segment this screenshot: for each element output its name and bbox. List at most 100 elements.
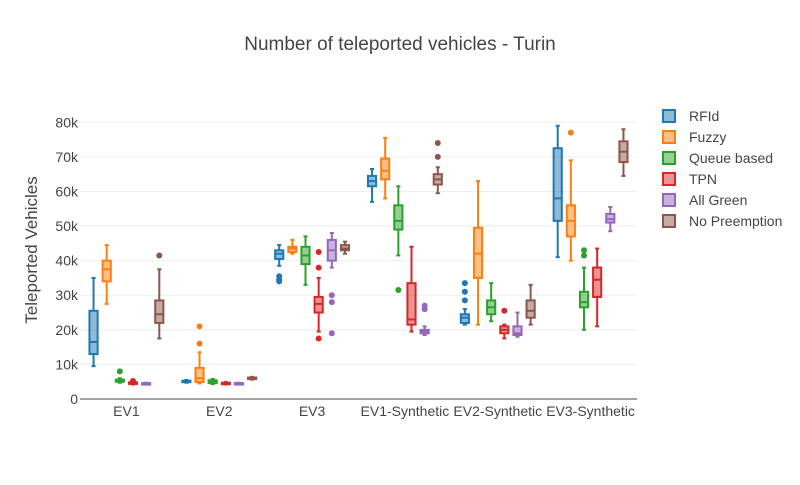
box-queue-based[interactable] — [578, 247, 590, 331]
x-tick-label: EV3 — [299, 403, 326, 419]
legend-item-all-green[interactable]: All Green — [662, 192, 747, 208]
box-queue-based[interactable] — [300, 235, 311, 286]
x-tick-label: EV1 — [113, 403, 140, 419]
legend-item-no-preemption[interactable]: No Preemption — [662, 213, 782, 229]
box-queue-based[interactable] — [393, 185, 404, 294]
legend-swatch — [662, 109, 676, 123]
box-no-preemption[interactable] — [525, 283, 536, 326]
box-fuzzy[interactable] — [380, 136, 391, 200]
box-iqr — [512, 325, 523, 337]
chart-title: Number of teleported vehicles - Turin — [244, 34, 556, 55]
box-all-green[interactable] — [326, 231, 337, 337]
box-fuzzy[interactable] — [194, 323, 205, 385]
legend-swatch — [662, 172, 676, 186]
box-tpn[interactable] — [220, 381, 231, 386]
legend-item-rfid[interactable]: RFId — [662, 108, 719, 124]
y-tick-label: 80k — [55, 114, 79, 130]
legend-swatch — [662, 193, 676, 207]
x-tick-label: EV3-Synthetic — [546, 403, 635, 419]
box-tpn[interactable] — [127, 378, 139, 386]
box-all-green[interactable] — [419, 302, 430, 337]
box-tpn[interactable] — [592, 247, 603, 328]
outlier-point — [116, 368, 123, 375]
y-tick-label: 70k — [55, 149, 79, 165]
box-fuzzy[interactable] — [101, 244, 112, 305]
box-no-preemption[interactable] — [154, 252, 165, 340]
box-rfid[interactable] — [88, 276, 99, 368]
box-no-preemption[interactable] — [247, 375, 258, 381]
box-iqr — [406, 282, 417, 326]
box-queue-based[interactable] — [114, 368, 125, 384]
outlier-point — [129, 378, 136, 385]
legend-label: Queue based — [689, 150, 773, 166]
outlier-point — [328, 299, 335, 306]
legend-item-queue-based[interactable]: Queue based — [662, 150, 773, 166]
legend-label: TPN — [689, 171, 717, 187]
x-tick-label: EV2-Synthetic — [453, 403, 542, 419]
outlier-point — [196, 340, 203, 347]
y-tick-label: 10k — [55, 356, 79, 372]
outlier-point — [461, 297, 468, 304]
box-no-preemption[interactable] — [432, 140, 443, 195]
legend-item-tpn[interactable]: TPN — [662, 171, 717, 187]
outlier-point — [434, 153, 441, 160]
legend-label: No Preemption — [689, 213, 782, 229]
outlier-point — [315, 249, 322, 255]
box-tpn[interactable] — [406, 245, 417, 333]
box-iqr — [592, 266, 603, 298]
outlier-point — [328, 292, 335, 299]
box-all-green[interactable] — [141, 381, 152, 386]
x-tick-label: EV1-Synthetic — [361, 403, 450, 419]
box-rfid[interactable] — [366, 167, 378, 203]
box-fuzzy[interactable] — [287, 238, 298, 255]
box-no-preemption[interactable] — [339, 240, 351, 255]
boxes — [88, 124, 629, 386]
box-rfid[interactable] — [552, 124, 563, 259]
box-rfid[interactable] — [274, 244, 285, 285]
outlier-point — [276, 278, 283, 285]
gridlines — [80, 121, 637, 365]
box-all-green[interactable] — [233, 381, 245, 386]
outlier-point — [315, 264, 322, 271]
box-tpn[interactable] — [313, 249, 324, 342]
box-queue-based[interactable] — [486, 282, 497, 323]
outlier-point — [461, 280, 468, 287]
outlier-point — [421, 306, 428, 313]
box-all-green[interactable] — [512, 311, 523, 338]
box-no-preemption[interactable] — [618, 128, 629, 177]
box-iqr — [393, 204, 404, 231]
box-iqr — [101, 259, 112, 283]
box-iqr — [525, 299, 536, 319]
box-rfid[interactable] — [459, 280, 470, 326]
outlier-point — [581, 252, 588, 259]
outlier-point — [434, 140, 441, 147]
box-all-green[interactable] — [605, 206, 616, 233]
legend-swatch — [662, 214, 676, 228]
outlier-point — [156, 252, 163, 259]
outlier-point — [395, 287, 402, 294]
box-fuzzy[interactable] — [565, 129, 576, 262]
x-tick-label: EV2 — [206, 403, 233, 419]
y-tick-label: 50k — [55, 218, 79, 234]
legend-label: All Green — [689, 192, 747, 208]
box-iqr — [194, 366, 205, 384]
box-tpn[interactable] — [499, 307, 510, 340]
box-rfid[interactable] — [181, 378, 192, 384]
outlier-point — [501, 307, 508, 314]
y-tick-label: 40k — [55, 253, 79, 269]
y-tick-label: 20k — [55, 322, 79, 338]
y-tick-label: 30k — [55, 287, 79, 303]
legend-label: RFId — [689, 108, 719, 124]
outlier-point — [461, 288, 468, 295]
outlier-point — [581, 247, 588, 254]
box-iqr — [88, 309, 99, 356]
outlier-point — [567, 129, 574, 136]
y-axis-label: Teleported Vehicles — [22, 176, 41, 323]
box-queue-based[interactable] — [207, 377, 218, 386]
axes: 0 10k 20k 30k 40k 50k 60k 70k 80k EV1 EV2 EV3 EV1-Sy… — [55, 114, 637, 419]
box-iqr — [552, 147, 563, 222]
box-fuzzy[interactable] — [472, 180, 484, 326]
legend-item-fuzzy[interactable]: Fuzzy — [662, 129, 726, 145]
